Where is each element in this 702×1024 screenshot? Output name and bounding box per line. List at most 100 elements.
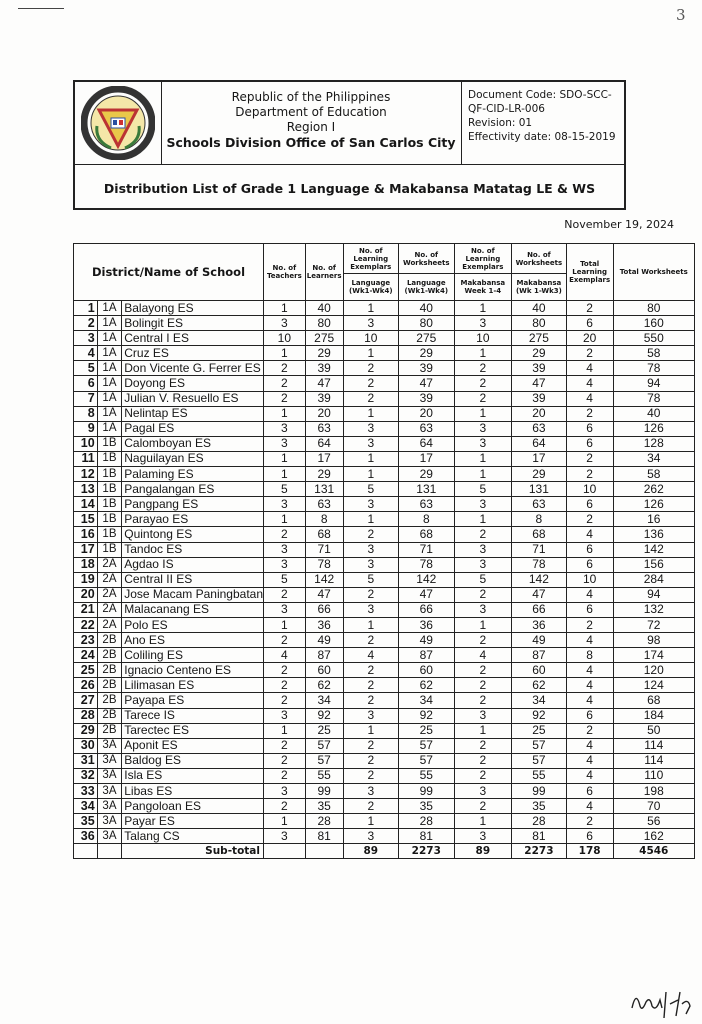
table-row: 25 2B Ignacio Centeno ES 2 60 2 60 2 60 4 120 <box>73 662 696 679</box>
ws-language-cell: 66 <box>397 601 455 618</box>
total-le-cell: 4 <box>565 360 614 377</box>
district-cell: 3A <box>96 767 123 785</box>
ws-makabansa-cell: 28 <box>511 813 567 830</box>
document-info: Document Code: SDO-SCC-QF-CID-LR-006 Rev… <box>461 82 626 164</box>
district-cell: 1B <box>96 466 123 483</box>
table-row: 5 1A Don Vicente G. Ferrer ES 2 39 2 39 2 39 4 78 <box>73 360 696 377</box>
total-le-cell: 4 <box>565 632 614 649</box>
total-ws-cell: 184 <box>612 707 696 724</box>
district-cell: 2A <box>96 586 123 603</box>
total-ws-cell: 162 <box>612 828 696 845</box>
ws-language-cell: 71 <box>397 541 455 558</box>
district-cell: 3A <box>96 752 123 769</box>
ws-makabansa-cell: 29 <box>511 345 567 362</box>
school-name-cell: Ano ES <box>121 632 264 649</box>
le-makabansa-cell: 3 <box>453 828 513 845</box>
teachers-cell: 5 <box>263 571 306 588</box>
le-makabansa-cell: 1 <box>453 450 513 468</box>
teachers-cell: 3 <box>263 601 306 618</box>
learners-cell: 39 <box>304 360 344 377</box>
header-school: District/Name of School <box>73 243 264 301</box>
school-name-cell: Bolingit ES <box>121 315 264 332</box>
ws-makabansa-cell: 87 <box>511 647 567 664</box>
le-language-cell: 5 <box>342 481 399 498</box>
row-number-cell: 17 <box>73 541 98 558</box>
ws-makabansa-cell: 36 <box>511 616 567 634</box>
total-ws-cell: 142 <box>612 541 696 558</box>
total-ws-cell: 40 <box>612 405 696 422</box>
le-makabansa-cell: 2 <box>453 526 513 543</box>
total-le-cell: 4 <box>565 662 614 679</box>
ws-language-cell: 17 <box>397 450 455 468</box>
total-le-cell: 6 <box>565 601 614 618</box>
school-name-cell: Ignacio Centeno ES <box>121 662 264 679</box>
teachers-cell: 2 <box>263 692 306 709</box>
total-ws-cell: 262 <box>612 481 696 498</box>
school-name-cell: Nelintap ES <box>121 405 264 422</box>
ws-language-cell: 63 <box>397 496 455 513</box>
ws-makabansa-cell: 35 <box>511 798 567 815</box>
total-le-cell: 4 <box>565 737 614 754</box>
school-name-cell: Baldog ES <box>121 752 264 769</box>
row-number-cell: 22 <box>73 616 98 634</box>
teachers-cell: 1 <box>263 722 306 739</box>
learners-cell: 60 <box>304 662 344 679</box>
ws-language-cell: 47 <box>397 375 455 392</box>
total-ws-cell: 160 <box>612 315 696 332</box>
total-ws-cell: 56 <box>612 813 696 830</box>
pen-mark <box>18 8 64 9</box>
le-makabansa-cell: 3 <box>453 601 513 618</box>
total-ws-cell: 78 <box>612 390 696 407</box>
le-language-cell: 1 <box>342 511 399 528</box>
school-name-cell: Pagal ES <box>121 420 264 437</box>
school-name-cell: Central II ES <box>121 571 264 588</box>
district-cell: 1B <box>96 541 123 558</box>
district-cell: 1A <box>96 405 123 422</box>
le-makabansa-cell: 1 <box>453 405 513 422</box>
subheader-ws-makabansa: Makabansa (Wk 1-Wk3) <box>511 273 567 301</box>
table-row: 9 1A Pagal ES 3 63 3 63 3 63 6 126 <box>73 420 696 437</box>
teachers-cell: 1 <box>263 813 306 830</box>
learners-cell: 99 <box>304 782 344 800</box>
ws-language-cell: 35 <box>397 798 455 815</box>
learners-cell: 62 <box>304 677 344 694</box>
teachers-cell: 2 <box>263 586 306 603</box>
le-makabansa-cell: 3 <box>453 556 513 573</box>
total-ws-cell: 72 <box>612 616 696 634</box>
table-body: 1 1A Balayong ES 1 40 1 40 1 40 2 80 2 1A Bolingit ES… <box>73 299 696 860</box>
total-ws-cell: 198 <box>612 782 696 800</box>
le-makabansa-cell: 10 <box>453 330 513 347</box>
learners-cell: 25 <box>304 722 344 739</box>
total-ws-cell: 114 <box>612 737 696 754</box>
row-number-cell: 5 <box>73 360 98 377</box>
total-le-cell: 4 <box>565 586 614 603</box>
row-number-cell: 32 <box>73 767 98 785</box>
teachers-cell: 3 <box>263 496 306 513</box>
district-cell: 2B <box>96 707 123 724</box>
teachers-cell: 3 <box>263 435 306 452</box>
school-name-cell: Palaming ES <box>121 466 264 483</box>
district-cell: 1A <box>96 315 123 332</box>
school-name-cell: Tandoc ES <box>121 541 264 558</box>
learners-subtotal <box>304 843 344 860</box>
school-name-cell: Payapa ES <box>121 692 264 709</box>
table-row: 13 1B Pangalangan ES 5 131 5 131 5 131 10 262 <box>73 481 696 498</box>
district-cell: 1A <box>96 330 123 347</box>
row-number-cell: 8 <box>73 405 98 422</box>
table-row: 20 2A Jose Macam Paningbatan 2 47 2 47 2 47 4 94 <box>73 586 696 603</box>
le-language-cell: 2 <box>342 677 399 694</box>
teachers-cell: 1 <box>263 345 306 362</box>
le-makabansa-cell: 2 <box>453 632 513 649</box>
total-le-cell: 6 <box>565 707 614 724</box>
le-language-cell: 2 <box>342 692 399 709</box>
le-language-cell: 2 <box>342 375 399 392</box>
learners-cell: 35 <box>304 798 344 815</box>
total-le-cell: 4 <box>565 526 614 543</box>
row-number-cell: 30 <box>73 737 98 754</box>
total-ws-cell: 94 <box>612 586 696 603</box>
district-cell: 2B <box>96 692 123 709</box>
district-cell: 1B <box>96 481 123 498</box>
table-row: 29 2B Tarectec ES 1 25 1 25 1 25 2 50 <box>73 722 696 739</box>
row-number-cell: 33 <box>73 782 98 800</box>
le-language-cell: 2 <box>342 798 399 815</box>
